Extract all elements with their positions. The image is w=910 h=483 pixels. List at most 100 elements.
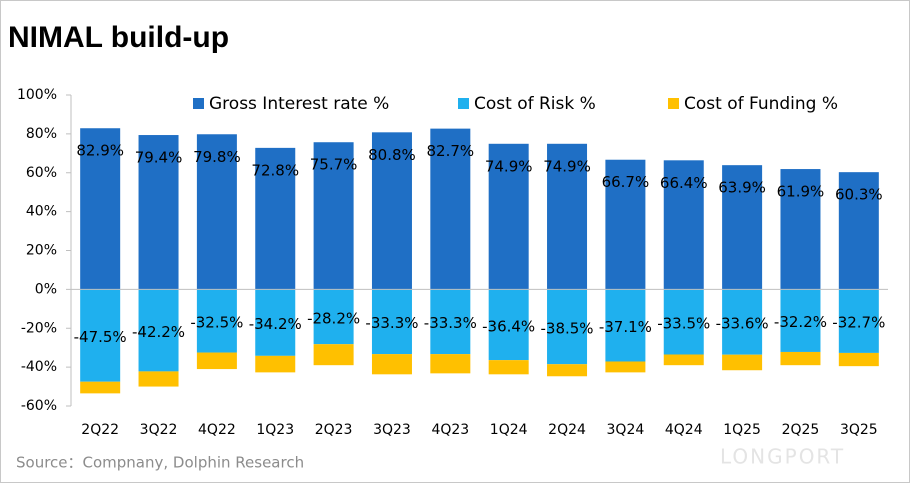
bar-segment bbox=[547, 143, 588, 290]
value-label: 80.8% bbox=[368, 146, 416, 164]
bar-segment bbox=[196, 289, 237, 353]
x-tick-label: 1Q25 bbox=[723, 422, 761, 438]
legend-label: Cost of Risk % bbox=[474, 94, 596, 114]
bar-segment bbox=[722, 289, 763, 355]
y-tick-label: 100% bbox=[17, 87, 57, 103]
bar-segment bbox=[605, 159, 646, 290]
bar-segment bbox=[430, 289, 471, 355]
bar-segment bbox=[605, 289, 646, 362]
bar-segment bbox=[255, 147, 296, 290]
x-tick-label: 3Q22 bbox=[140, 422, 178, 438]
bar-segment bbox=[430, 354, 471, 374]
value-label: -42.2% bbox=[132, 323, 185, 341]
value-label: 74.9% bbox=[543, 157, 591, 175]
bar-segment bbox=[255, 289, 296, 356]
bar-segment bbox=[838, 172, 879, 290]
bar-segment bbox=[488, 289, 529, 361]
value-label: 66.7% bbox=[602, 173, 650, 191]
value-label: -37.1% bbox=[599, 318, 652, 336]
x-tick-label: 4Q23 bbox=[431, 422, 469, 438]
watermark: LONGPORT bbox=[720, 445, 845, 469]
value-label: -28.2% bbox=[307, 309, 360, 327]
x-tick-label: 3Q23 bbox=[373, 422, 411, 438]
bar-segment bbox=[547, 364, 588, 377]
y-tick-label: 80% bbox=[26, 126, 57, 142]
x-tick-label: 1Q24 bbox=[490, 422, 528, 438]
x-tick-label: 4Q24 bbox=[665, 422, 703, 438]
x-tick-label: 2Q24 bbox=[548, 422, 586, 438]
bar-segment bbox=[838, 289, 879, 353]
bar-segment bbox=[780, 351, 821, 366]
value-label: 75.7% bbox=[310, 156, 358, 174]
value-label: 63.9% bbox=[718, 179, 766, 197]
bar-segment bbox=[313, 289, 354, 345]
x-tick-label: 3Q25 bbox=[840, 422, 878, 438]
bar-segment bbox=[663, 160, 704, 290]
value-label: -34.2% bbox=[249, 315, 302, 333]
value-label: -33.6% bbox=[716, 315, 769, 333]
bar-segment bbox=[663, 354, 704, 366]
x-tick-label: 2Q25 bbox=[782, 422, 820, 438]
bar-segment bbox=[80, 381, 121, 394]
x-tick-label: 3Q24 bbox=[607, 422, 645, 438]
bar-segment bbox=[371, 289, 412, 355]
bar-segment bbox=[371, 132, 412, 290]
bar-segment bbox=[780, 169, 821, 290]
bar-segment bbox=[430, 128, 471, 290]
bar-segment bbox=[80, 289, 121, 382]
bar-segment bbox=[80, 128, 121, 290]
value-label: 72.8% bbox=[251, 161, 299, 179]
legend-swatch bbox=[458, 98, 469, 109]
x-tick-label: 1Q23 bbox=[256, 422, 294, 438]
bar-segment bbox=[722, 165, 763, 290]
value-label: 79.8% bbox=[193, 148, 241, 166]
bar-segment bbox=[313, 142, 354, 290]
bar-segment bbox=[780, 289, 821, 352]
value-label: -32.5% bbox=[190, 313, 243, 331]
y-tick-label: -20% bbox=[21, 320, 57, 336]
bar-segment bbox=[371, 354, 412, 375]
bar-segment bbox=[722, 354, 763, 371]
value-label: -33.3% bbox=[365, 314, 418, 332]
bar-segment bbox=[838, 352, 879, 367]
value-label: -47.5% bbox=[74, 328, 127, 346]
value-label: -32.7% bbox=[832, 314, 885, 332]
bar-segment bbox=[255, 355, 296, 373]
bar-segment bbox=[547, 289, 588, 365]
bar-segment bbox=[196, 352, 237, 370]
bar-segment bbox=[196, 134, 237, 290]
x-tick-label: 2Q23 bbox=[315, 422, 353, 438]
y-tick-label: 40% bbox=[26, 204, 57, 220]
bar-segment bbox=[138, 289, 179, 372]
y-tick-label: -40% bbox=[21, 359, 57, 375]
legend-swatch bbox=[193, 98, 204, 109]
value-label: -33.5% bbox=[657, 314, 710, 332]
x-tick-label: 2Q22 bbox=[81, 422, 119, 438]
y-tick-label: 60% bbox=[26, 165, 57, 181]
bar-segment bbox=[138, 371, 179, 387]
chart-title: NIMAL build-up bbox=[8, 21, 229, 54]
bar-segment bbox=[138, 135, 179, 290]
value-label: -32.2% bbox=[774, 313, 827, 331]
value-label: 74.9% bbox=[485, 157, 533, 175]
bar-segment bbox=[488, 360, 529, 375]
value-label: -33.3% bbox=[424, 314, 477, 332]
value-label: 79.4% bbox=[135, 149, 183, 167]
bar-segment bbox=[605, 361, 646, 373]
y-tick-label: -60% bbox=[21, 398, 57, 414]
bar-segment bbox=[313, 344, 354, 366]
value-label: 66.4% bbox=[660, 174, 708, 192]
value-label: 61.9% bbox=[777, 183, 825, 201]
value-label: -36.4% bbox=[482, 317, 535, 335]
x-tick-label: 4Q22 bbox=[198, 422, 236, 438]
bar-segment bbox=[663, 289, 704, 355]
value-label: 82.7% bbox=[426, 142, 474, 160]
y-tick-label: 0% bbox=[35, 281, 57, 297]
y-tick-label: 20% bbox=[26, 243, 57, 259]
value-label: 82.9% bbox=[76, 142, 124, 160]
legend-swatch bbox=[668, 98, 679, 109]
legend-label: Cost of Funding % bbox=[684, 94, 838, 114]
legend-label: Gross Interest rate % bbox=[209, 94, 389, 114]
bar-segment bbox=[488, 143, 529, 290]
